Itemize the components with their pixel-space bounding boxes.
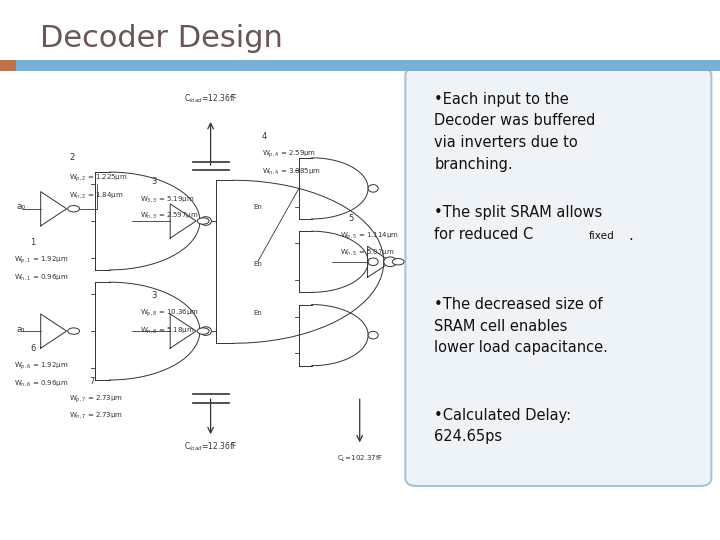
Text: •Each input to the
Decoder was buffered
via inverters due to
branching.: •Each input to the Decoder was buffered …: [434, 92, 595, 172]
Text: 4: 4: [261, 132, 267, 141]
Text: C$_{load}$=12.36fF: C$_{load}$=12.36fF: [184, 92, 238, 105]
Text: 1: 1: [30, 239, 35, 247]
Bar: [0, 60, 720, 71]
Ellipse shape: [197, 218, 209, 224]
Text: W$_{n,6}$ = 0.96μm: W$_{n,6}$ = 0.96μm: [14, 377, 69, 388]
Ellipse shape: [368, 185, 378, 192]
Text: W$_{n,3}$ = 2.597μm: W$_{n,3}$ = 2.597μm: [140, 211, 199, 220]
Ellipse shape: [368, 258, 378, 266]
Ellipse shape: [200, 327, 212, 335]
Text: C$_{load}$=12.36fF: C$_{load}$=12.36fF: [184, 441, 238, 454]
Ellipse shape: [68, 206, 79, 212]
Text: W$_{p,7}$ = 2.73μm: W$_{p,7}$ = 2.73μm: [69, 393, 123, 404]
Text: W$_{n,1}$ = 0.96μm: W$_{n,1}$ = 0.96μm: [14, 272, 69, 281]
FancyBboxPatch shape: [405, 68, 711, 486]
Text: W$_{p,1}$ = 1.92μm: W$_{p,1}$ = 1.92μm: [14, 254, 69, 266]
Ellipse shape: [392, 259, 404, 265]
Text: fixed: fixed: [589, 231, 615, 241]
Bar: [0, 60, 16, 71]
Text: •Calculated Delay:
624.65ps: •Calculated Delay: 624.65ps: [434, 408, 571, 444]
Ellipse shape: [200, 217, 212, 225]
Text: En: En: [253, 204, 262, 210]
Text: a₀: a₀: [17, 202, 25, 211]
Text: .: .: [629, 228, 634, 244]
Text: W$_{n,8}$ = 5.18μm: W$_{n,8}$ = 5.18μm: [140, 325, 194, 334]
Text: 6: 6: [30, 345, 35, 354]
Text: W$_{p,8}$ = 10.36μm: W$_{p,8}$ = 10.36μm: [140, 307, 199, 319]
Text: C$_L$=102.37fF: C$_L$=102.37fF: [336, 454, 383, 463]
Text: En: En: [253, 261, 262, 267]
Text: W$_{p,5}$ = 1.114μm: W$_{p,5}$ = 1.114μm: [340, 230, 399, 241]
Text: W$_{p,6}$ = 1.92μm: W$_{p,6}$ = 1.92μm: [14, 361, 69, 372]
Text: En: En: [253, 310, 262, 316]
Text: W$_{n,7}$ = 2.73μm: W$_{n,7}$ = 2.73μm: [69, 410, 123, 420]
Text: 7: 7: [89, 377, 94, 386]
Text: 3: 3: [152, 177, 157, 186]
Text: W$_{p,2}$ = 1.225μm: W$_{p,2}$ = 1.225μm: [69, 173, 128, 185]
Text: 5: 5: [348, 214, 354, 223]
Text: W$_{3,3}$ = 5.19μm: W$_{3,3}$ = 5.19μm: [140, 194, 194, 204]
Text: •The split SRAM allows
for reduced C: •The split SRAM allows for reduced C: [434, 205, 603, 242]
Ellipse shape: [197, 328, 209, 334]
Text: 3: 3: [152, 292, 157, 300]
Text: W$_{n,5}$ = 5.07μm: W$_{n,5}$ = 5.07μm: [340, 247, 395, 257]
Text: •The decreased size of
SRAM cell enables
lower load capacitance.: •The decreased size of SRAM cell enables…: [434, 297, 608, 355]
Ellipse shape: [68, 328, 79, 334]
Text: a₁: a₁: [17, 325, 25, 334]
Ellipse shape: [384, 257, 397, 267]
Text: W$_{n,4}$ = 3.885μm: W$_{n,4}$ = 3.885μm: [261, 166, 320, 176]
Text: 2: 2: [69, 153, 75, 162]
Ellipse shape: [368, 332, 378, 339]
Text: Decoder Design: Decoder Design: [40, 24, 282, 53]
Text: W$_{n,2}$ = 1.84μm: W$_{n,2}$ = 1.84μm: [69, 190, 124, 200]
Text: W$_{p,4}$ = 2.59μm: W$_{p,4}$ = 2.59μm: [261, 148, 316, 160]
